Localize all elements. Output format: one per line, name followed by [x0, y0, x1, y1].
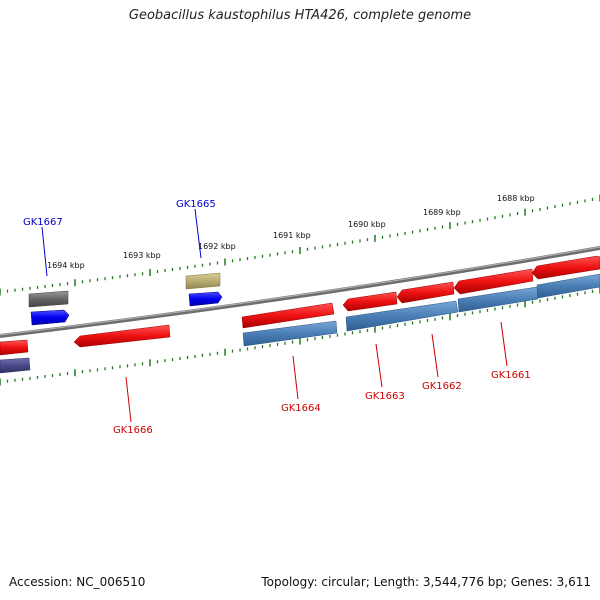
- gene-gk1664-red[interactable]: [241, 302, 335, 329]
- gene-gk1663[interactable]: [342, 291, 398, 312]
- gene-right-steel[interactable]: [536, 273, 600, 299]
- gene-gk1667-grey[interactable]: [28, 290, 69, 308]
- scale-label-1690: 1690 kbp: [348, 220, 386, 229]
- accession-text: Accession: NC_006510: [9, 575, 146, 589]
- gene-right-red[interactable]: [531, 255, 600, 280]
- scale-label-1693: 1693 kbp: [123, 251, 161, 260]
- gene-blue-2[interactable]: [188, 291, 223, 307]
- scale-label-1692: 1692 kbp: [198, 242, 236, 251]
- gene-gk1665[interactable]: [185, 272, 221, 290]
- leader-gk1665: [194, 208, 202, 259]
- gene-gk1664-steel[interactable]: [242, 320, 338, 347]
- gene-gk1661[interactable]: [453, 268, 534, 295]
- gene-gk1667-blue[interactable]: [30, 309, 70, 326]
- leader-gk1666: [125, 376, 132, 423]
- gene-label-gk1664[interactable]: GK1664: [281, 403, 321, 414]
- scale-label-1694: 1694 kbp: [47, 261, 85, 270]
- gene-label-gk1661[interactable]: GK1661: [491, 370, 531, 381]
- leader-gk1667: [41, 226, 48, 277]
- leader-gk1663: [375, 343, 383, 388]
- gene-gk1663-steel[interactable]: [345, 300, 459, 332]
- leader-gk1662: [431, 333, 439, 378]
- gene-gk1662[interactable]: [396, 281, 455, 304]
- gene-label-gk1663[interactable]: GK1663: [365, 391, 405, 402]
- gene-label-gk1662[interactable]: GK1662: [422, 381, 462, 392]
- leader-gk1661: [500, 321, 508, 367]
- gene-gk1661-steel[interactable]: [457, 286, 539, 313]
- scale-label-1689: 1689 kbp: [423, 208, 461, 217]
- genome-backbone: [0, 246, 600, 338]
- gene-left-slate[interactable]: [0, 357, 31, 374]
- genome-backbone-highlight: [0, 246, 600, 336]
- scale-ticks: [0, 194, 600, 386]
- gene-label-gk1666[interactable]: GK1666: [113, 425, 153, 436]
- topology-text: Topology: circular; Length: 3,544,776 bp…: [261, 575, 591, 589]
- leader-gk1664: [292, 355, 299, 400]
- gene-label-gk1667[interactable]: GK1667: [23, 217, 63, 228]
- genome-title: Geobacillus kaustophilus HTA426, complet…: [128, 8, 472, 23]
- scale-label-1688: 1688 kbp: [497, 194, 535, 203]
- gene-label-gk1665[interactable]: GK1665: [176, 199, 216, 210]
- gene-gk1666[interactable]: [73, 324, 171, 348]
- scale-label-1691: 1691 kbp: [273, 231, 311, 240]
- gene-left-red[interactable]: [0, 339, 29, 356]
